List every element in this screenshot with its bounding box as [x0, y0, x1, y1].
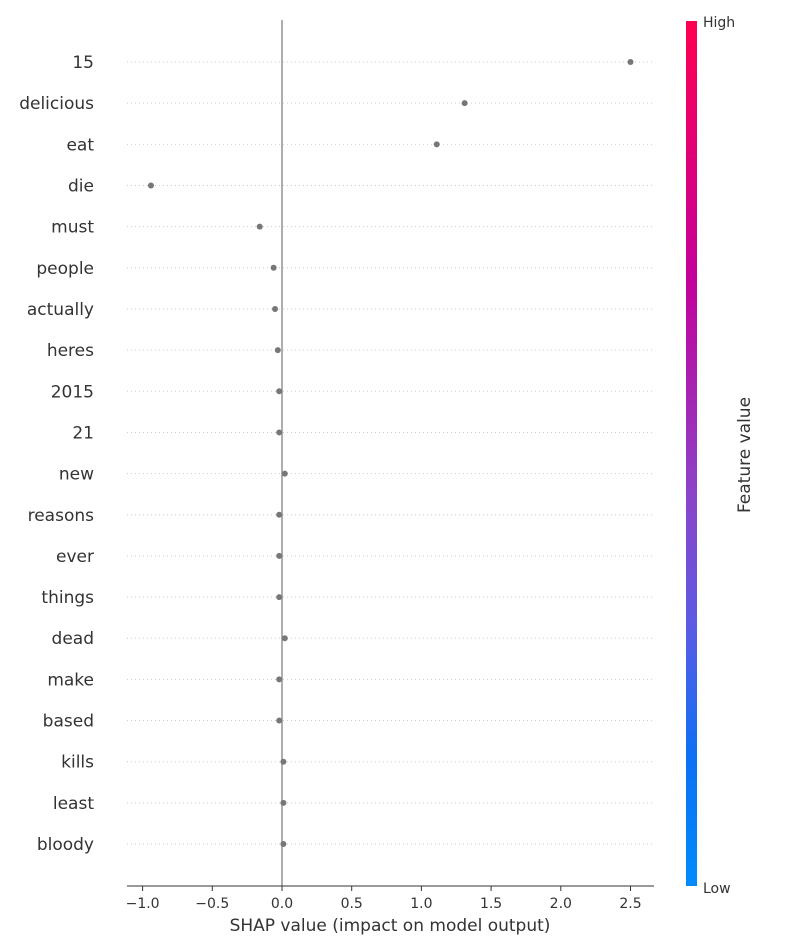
shap-point — [627, 59, 634, 65]
shap-point — [461, 100, 468, 107]
x-axis-title: SHAP value (impact on model output) — [230, 916, 551, 936]
colorbar-low-label: Low — [703, 881, 731, 897]
shap-point — [276, 511, 283, 518]
feature-label: people — [36, 259, 94, 279]
feature-label: 2015 — [51, 382, 94, 402]
feature-label: dead — [52, 629, 94, 649]
shap-point — [276, 594, 283, 601]
shap-point — [276, 676, 283, 683]
x-tick-label: 1.5 — [480, 896, 502, 912]
x-tick-label: −1.0 — [126, 896, 160, 912]
feature-labels: 15 delicious eat die must people actually heres… — [19, 53, 94, 855]
shap-point — [433, 141, 440, 148]
colorbar-gradient — [686, 21, 697, 886]
feature-label: least — [53, 794, 94, 814]
feature-label: die — [68, 176, 94, 196]
shap-point — [276, 552, 283, 559]
feature-label: heres — [47, 341, 94, 361]
x-tick-label: 0.0 — [271, 896, 293, 912]
feature-label: things — [41, 588, 94, 608]
feature-label: delicious — [19, 94, 94, 114]
feature-label: bloody — [37, 835, 94, 855]
x-tick-label: −0.5 — [195, 896, 229, 912]
x-tick-label: 2.5 — [619, 896, 641, 912]
x-tick-label: 1.0 — [410, 896, 432, 912]
shap-point — [276, 717, 283, 724]
shap-point — [276, 388, 283, 395]
row-grid-lines — [127, 61, 654, 845]
shap-point — [280, 758, 287, 765]
shap-point — [272, 305, 279, 312]
shap-point — [274, 347, 281, 354]
shap-points — [147, 59, 634, 848]
shap-point — [281, 635, 288, 642]
shap-point — [256, 223, 263, 230]
shap-point — [276, 429, 283, 436]
feature-label: new — [59, 465, 94, 485]
shap-point — [280, 799, 287, 806]
feature-label: make — [47, 670, 94, 690]
colorbar-high-label: High — [703, 15, 735, 31]
shap-point — [147, 182, 154, 189]
colorbar: High Low Feature value — [686, 15, 755, 897]
feature-label: based — [43, 712, 94, 732]
feature-label: reasons — [28, 506, 95, 526]
shap-point — [280, 841, 287, 848]
x-axis-ticks: −1.0 −0.5 0.0 0.5 1.0 1.5 2.0 2.5 — [126, 886, 642, 912]
feature-label: kills — [61, 753, 94, 773]
x-tick-label: 2.0 — [550, 896, 572, 912]
feature-label: eat — [66, 135, 94, 155]
feature-label: actually — [27, 300, 94, 320]
feature-label: 15 — [72, 53, 94, 73]
feature-label: ever — [56, 547, 94, 567]
shap-point — [281, 470, 288, 477]
feature-label: 21 — [72, 423, 94, 443]
shap-point — [270, 264, 277, 271]
colorbar-title: Feature value — [735, 397, 755, 513]
x-tick-label: 0.5 — [341, 896, 363, 912]
x-axis: −1.0 −0.5 0.0 0.5 1.0 1.5 2.0 2.5 SHAP value (i… — [126, 885, 654, 936]
feature-label: must — [51, 218, 94, 238]
